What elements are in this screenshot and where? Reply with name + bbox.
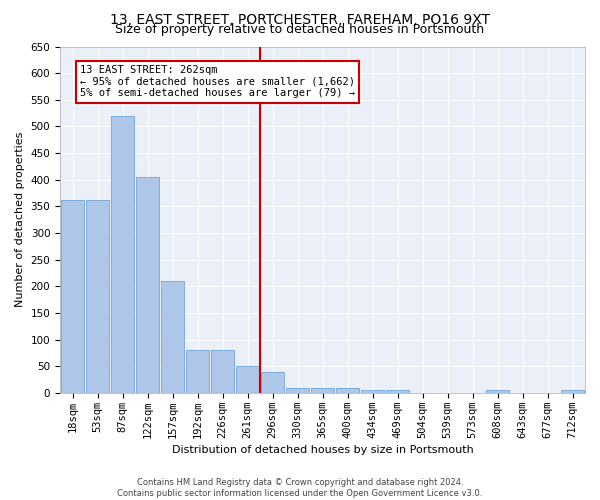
Bar <box>61 200 85 393</box>
Bar <box>185 350 209 393</box>
Bar <box>161 281 184 393</box>
Bar <box>311 388 334 393</box>
Text: 13 EAST STREET: 262sqm
← 95% of detached houses are smaller (1,662)
5% of semi-d: 13 EAST STREET: 262sqm ← 95% of detached… <box>80 65 355 98</box>
Bar <box>211 350 235 393</box>
Bar <box>236 366 259 393</box>
Bar <box>386 390 409 393</box>
Text: Contains HM Land Registry data © Crown copyright and database right 2024.
Contai: Contains HM Land Registry data © Crown c… <box>118 478 482 498</box>
Bar <box>560 390 584 393</box>
Text: 13, EAST STREET, PORTCHESTER, FAREHAM, PO16 9XT: 13, EAST STREET, PORTCHESTER, FAREHAM, P… <box>110 12 490 26</box>
Bar <box>485 390 509 393</box>
Bar <box>110 116 134 393</box>
Bar <box>260 372 284 393</box>
Bar <box>335 388 359 393</box>
Bar <box>136 177 160 393</box>
Y-axis label: Number of detached properties: Number of detached properties <box>15 132 25 308</box>
Bar <box>86 200 109 393</box>
Bar <box>286 388 310 393</box>
X-axis label: Distribution of detached houses by size in Portsmouth: Distribution of detached houses by size … <box>172 445 473 455</box>
Bar <box>361 390 385 393</box>
Text: Size of property relative to detached houses in Portsmouth: Size of property relative to detached ho… <box>115 22 485 36</box>
